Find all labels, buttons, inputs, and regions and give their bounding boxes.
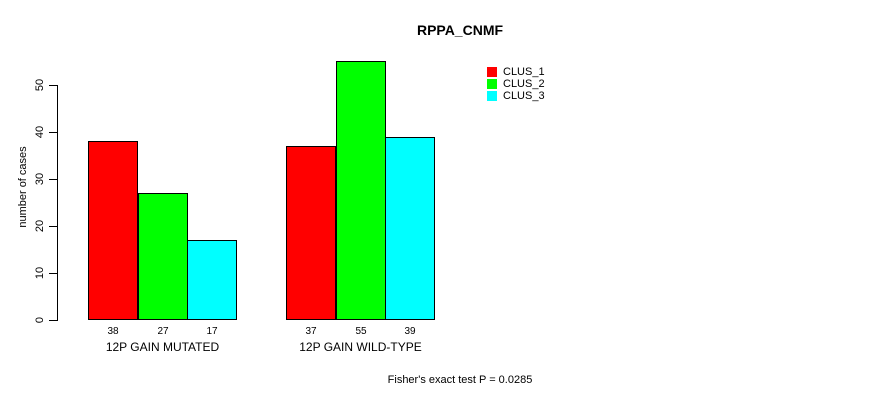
legend: CLUS_1 CLUS_2 CLUS_3 [487, 66, 545, 102]
bar-value-label: 55 [355, 326, 367, 337]
y-tick-mark [49, 319, 57, 321]
chart-title: RPPA_CNMF [416, 22, 504, 38]
legend-label: CLUS_1 [503, 65, 545, 78]
y-tick-mark [49, 178, 57, 180]
category-label: 12P GAIN MUTATED [105, 340, 220, 354]
y-tick-mark [49, 272, 57, 274]
bar-value-label: 38 [107, 326, 119, 337]
bar-clus_1 [88, 141, 138, 320]
bar-clus_2 [336, 61, 386, 320]
bar-value-label: 37 [305, 326, 317, 337]
y-tick-label: 50 [34, 78, 46, 92]
annotation-text: Fisher's exact test P = 0.0285 [387, 374, 533, 386]
legend-swatch [487, 67, 497, 77]
y-tick-mark [49, 225, 57, 227]
legend-swatch [487, 79, 497, 89]
y-tick-label: 0 [34, 316, 46, 324]
legend-item-clus_3: CLUS_3 [487, 90, 545, 102]
y-tick-label: 20 [34, 219, 46, 233]
legend-item-clus_1: CLUS_1 [487, 66, 545, 78]
legend-label: CLUS_3 [503, 89, 545, 102]
y-axis-label: number of cases [17, 146, 29, 228]
bar-clus_3 [385, 137, 435, 320]
bar-value-label: 27 [157, 326, 169, 337]
category-label: 12P GAIN WILD-TYPE [299, 340, 422, 354]
legend-swatch [487, 91, 497, 101]
y-tick-mark [49, 131, 57, 133]
bar-value-label: 17 [206, 326, 218, 337]
y-tick-label: 40 [34, 125, 46, 139]
bar-value-label: 39 [404, 326, 416, 337]
bar-clus_3 [187, 240, 237, 320]
bar-clus_1 [286, 146, 336, 320]
y-axis-line [57, 85, 58, 321]
y-tick-mark [49, 84, 57, 86]
legend-item-clus_2: CLUS_2 [487, 78, 545, 90]
bar-clus_2 [138, 193, 188, 320]
y-tick-label: 30 [34, 172, 46, 186]
y-tick-label: 10 [34, 266, 46, 280]
legend-label: CLUS_2 [503, 77, 545, 90]
